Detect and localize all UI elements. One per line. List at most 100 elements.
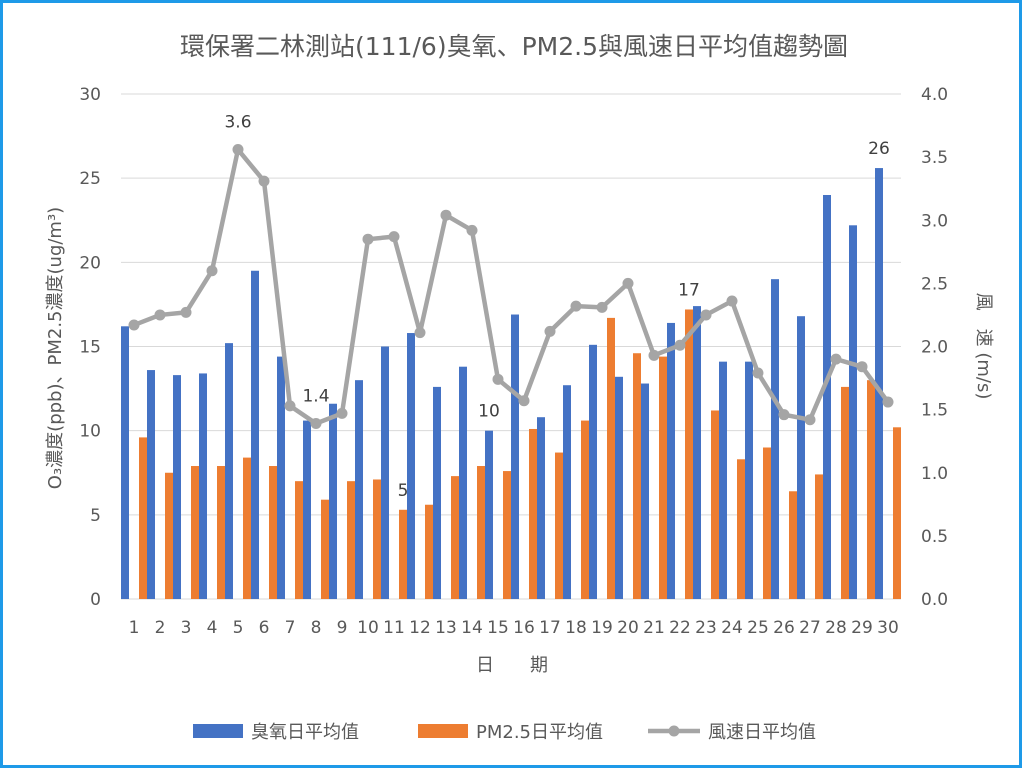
x-tick-label: 15 xyxy=(487,618,509,638)
wind-point xyxy=(414,327,426,339)
x-tick-label: 2 xyxy=(155,618,166,638)
wind-point xyxy=(830,353,842,365)
wind-point xyxy=(258,175,270,187)
pm25-bar xyxy=(295,481,303,599)
wind-point xyxy=(856,361,868,373)
x-tick-label: 7 xyxy=(285,618,296,638)
legend-marker xyxy=(668,725,680,737)
pm25-bar xyxy=(451,476,459,599)
ozone-bar xyxy=(849,225,857,600)
y-right-tick-label: 3.0 xyxy=(921,211,948,231)
y-left-tick-label: 30 xyxy=(79,85,101,105)
pm25-bar xyxy=(425,504,433,599)
pm25-bar xyxy=(373,479,381,599)
x-tick-label: 30 xyxy=(877,618,899,638)
wind-point xyxy=(206,265,218,277)
x-tick-label: 29 xyxy=(851,618,873,638)
wind-point xyxy=(128,319,140,331)
y-left-tick-label: 10 xyxy=(79,422,101,442)
legend-label: PM2.5日平均值 xyxy=(476,722,603,743)
legend-swatch xyxy=(193,724,243,738)
x-tick-label: 27 xyxy=(799,618,821,638)
pm25-bar xyxy=(841,386,849,599)
pm25-bar xyxy=(399,509,407,599)
pm25-bar xyxy=(217,466,225,599)
y-left-tick-label: 15 xyxy=(79,338,101,358)
wind-line xyxy=(128,144,894,430)
chart-svg: 環保署二林測站(111/6)臭氧、PM2.5與風速日平均值趨勢圖 0510152… xyxy=(45,32,994,743)
ozone-bar xyxy=(589,344,597,599)
ozone-bar xyxy=(121,326,129,599)
pm25-bar xyxy=(711,410,719,599)
y-left-tick-label: 20 xyxy=(79,253,101,273)
x-tick-label: 28 xyxy=(825,618,847,638)
ozone-bar xyxy=(823,195,831,599)
pm25-bar xyxy=(893,427,901,599)
wind-point xyxy=(804,414,816,426)
ozone-bar xyxy=(407,333,415,599)
wind-point xyxy=(570,300,582,312)
y-axis-right-label: 風 速 (m/s) xyxy=(973,293,994,400)
wind-point xyxy=(778,409,790,421)
x-axis-ticks: 1 2 3 4 5 6 7 8 9 10 11 12 13 14 15 16 17 18 19 20 21 22 23 24 2… xyxy=(129,618,899,638)
pm25-bar xyxy=(555,452,563,599)
pm25-bar xyxy=(321,499,329,599)
ozone-bar xyxy=(355,380,363,599)
data-label: 5 xyxy=(398,481,409,501)
wind-point xyxy=(154,309,166,321)
pm25-bar xyxy=(581,420,589,599)
chart-title: 環保署二林測站(111/6)臭氧、PM2.5與風速日平均值趨勢圖 xyxy=(180,32,848,61)
y-right-tick-label: 1.5 xyxy=(921,401,948,421)
ozone-bar xyxy=(537,417,545,599)
ozone-bar xyxy=(459,366,467,599)
wind-point xyxy=(726,295,738,307)
x-tick-label: 20 xyxy=(617,618,639,638)
x-tick-label: 12 xyxy=(409,618,431,638)
ozone-bar xyxy=(251,270,259,599)
pm25-bar xyxy=(737,459,745,599)
pm25-bar xyxy=(633,353,641,599)
ozone-bar xyxy=(199,373,207,599)
wind-point xyxy=(388,231,400,243)
data-labels: 3.6 1.4 5 10 17 26 xyxy=(224,113,889,501)
pm25-bar xyxy=(139,437,147,599)
data-label: 3.6 xyxy=(224,113,251,133)
wind-point xyxy=(310,418,322,430)
data-label: 1.4 xyxy=(302,387,329,407)
y-right-tick-label: 1.0 xyxy=(921,464,948,484)
wind-point xyxy=(622,277,634,289)
pm25-bar xyxy=(529,428,537,599)
legend-label: 臭氧日平均值 xyxy=(251,722,359,743)
data-label: 17 xyxy=(678,280,700,300)
y-right-tick-label: 2.5 xyxy=(921,274,948,294)
pm25-bar xyxy=(815,474,823,599)
data-label: 10 xyxy=(478,402,500,422)
pm25-bar xyxy=(243,457,251,599)
x-tick-label: 21 xyxy=(643,618,665,638)
y-right-tick-label: 0.0 xyxy=(921,590,948,610)
wind-series-line xyxy=(133,147,890,426)
pm25-bar xyxy=(269,466,277,599)
x-tick-label: 3 xyxy=(181,618,192,638)
ozone-bar xyxy=(173,375,181,599)
y-right-tick-label: 2.0 xyxy=(921,338,948,358)
x-axis-label: 日 期 xyxy=(476,655,548,676)
x-tick-label: 13 xyxy=(435,618,457,638)
pm25-bar xyxy=(477,466,485,599)
x-tick-label: 16 xyxy=(513,618,535,638)
ozone-bar xyxy=(329,403,337,599)
ozone-bar xyxy=(615,376,623,599)
wind-point xyxy=(492,373,504,385)
y-left-tick-label: 5 xyxy=(90,506,101,526)
x-tick-label: 26 xyxy=(773,618,795,638)
wind-point xyxy=(700,309,712,321)
pm25-bar xyxy=(763,447,771,599)
pm25-bar xyxy=(191,466,199,599)
wind-point xyxy=(232,144,244,156)
x-tick-label: 5 xyxy=(233,618,244,638)
x-tick-label: 9 xyxy=(337,618,348,638)
ozone-bar xyxy=(147,370,155,599)
wind-point xyxy=(648,349,660,361)
pm25-bar xyxy=(685,309,693,599)
